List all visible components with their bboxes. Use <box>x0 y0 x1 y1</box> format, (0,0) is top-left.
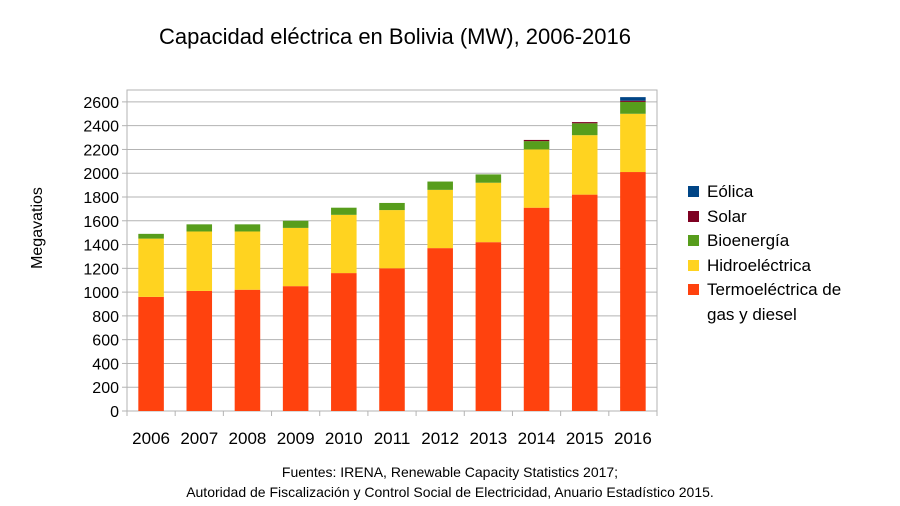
legend-label-hidroelectrica: Hidroeléctrica <box>707 255 811 275</box>
legend-label-bioenergia: Bioenergía <box>707 231 790 250</box>
y-tick-label: 2600 <box>83 95 119 112</box>
bar-segment <box>234 224 261 232</box>
bar-segment <box>620 101 646 114</box>
y-tick-label: 400 <box>92 356 119 373</box>
legend-item-termoelectrica: Termoeléctrica de gas y diesel <box>688 278 867 327</box>
bar-segment <box>475 182 502 243</box>
y-tick-label: 800 <box>92 309 119 326</box>
bar-segment <box>571 123 598 136</box>
bar-segment <box>331 207 357 215</box>
legend-swatch-solar <box>688 210 699 222</box>
y-tick-label: 200 <box>92 380 119 397</box>
bar-segment <box>282 220 309 228</box>
x-tick-label: 2010 <box>325 429 363 448</box>
bar-segment <box>620 97 646 101</box>
bar-segment <box>234 289 261 411</box>
x-tick-label: 2011 <box>374 429 411 448</box>
y-tick-label: 1600 <box>83 214 119 231</box>
bar-segment <box>571 122 598 124</box>
x-tick-label: 2012 <box>421 429 459 448</box>
legend-item-bioenergia: Bioenergía <box>688 229 867 254</box>
bar-segment <box>620 172 646 411</box>
legend-swatch-hidroelectrica <box>688 259 699 271</box>
bar-segment <box>475 174 502 183</box>
bar-segment <box>571 135 598 195</box>
legend-swatch-eolica <box>688 186 699 197</box>
bar-segment <box>379 210 405 269</box>
legend-swatch-termoelectrica <box>688 284 699 295</box>
y-tick-label: 1200 <box>83 261 119 278</box>
legend-label-termoelectrica: Termoeléctrica de gas y diesel <box>707 280 842 324</box>
legend: Eólica Solar Bioenergía Hidroeléctrica T… <box>688 180 867 327</box>
bar-segment <box>523 149 550 208</box>
legend-item-hidroelectrica: Hidroeléctrica <box>688 254 867 279</box>
y-tick-label: 2200 <box>83 142 119 159</box>
x-tick-label: 2007 <box>180 429 218 448</box>
y-tick-label: 1000 <box>83 285 119 302</box>
bar-segment <box>571 194 598 411</box>
x-tick-label: 2009 <box>277 429 315 448</box>
y-tick-label: 600 <box>92 333 119 350</box>
bar-segment <box>282 227 309 287</box>
legend-label-eolica: Eólica <box>707 182 754 201</box>
bar-segment <box>523 141 550 150</box>
bar-segment <box>138 296 164 411</box>
bar-segment <box>282 286 309 411</box>
bar-segment <box>427 248 453 411</box>
bar-segment <box>475 242 502 411</box>
source-note-line-2: Autoridad de Fiscalización y Control Soc… <box>186 484 714 500</box>
x-tick-label: 2013 <box>469 429 507 448</box>
legend-swatch-bioenergia <box>688 235 699 246</box>
bar-segment <box>379 202 405 211</box>
legend-label-solar: Solar <box>707 206 747 226</box>
bar-segment <box>523 207 550 411</box>
x-tick-label: 2014 <box>518 429 556 448</box>
chart-title: Capacidad eléctrica en Bolivia (MW), 200… <box>158 24 631 49</box>
bar-segment <box>186 290 213 411</box>
bar-segment <box>186 224 213 232</box>
x-tick-label: 2016 <box>614 429 652 448</box>
bar-segment <box>379 268 405 411</box>
bar-segment <box>331 273 357 411</box>
bar-segment <box>138 233 164 239</box>
y-tick-label: 1800 <box>83 190 119 207</box>
x-tick-label: 2006 <box>132 429 170 448</box>
y-tick-label: 2400 <box>83 119 119 136</box>
bar-segment <box>620 113 646 173</box>
bar-segment <box>138 238 164 297</box>
x-tick-label: 2015 <box>566 429 604 448</box>
bar-segment <box>234 231 261 290</box>
legend-item-eolica: Eólica <box>688 180 867 205</box>
bar-segment <box>620 100 646 102</box>
bar-segment <box>186 231 213 291</box>
legend-item-solar: Solar <box>688 205 867 230</box>
y-tick-label: 2000 <box>83 166 119 183</box>
source-note-line-1: Fuentes: IRENA, Renewable Capacity Stati… <box>281 464 619 480</box>
y-tick-label: 0 <box>110 404 119 421</box>
bar-segment <box>427 189 453 249</box>
bar-segment <box>331 214 357 274</box>
bar-segment <box>523 139 550 142</box>
x-tick-label: 2008 <box>229 429 267 448</box>
bar-segment <box>427 181 453 190</box>
y-tick-label: 1400 <box>83 238 119 255</box>
